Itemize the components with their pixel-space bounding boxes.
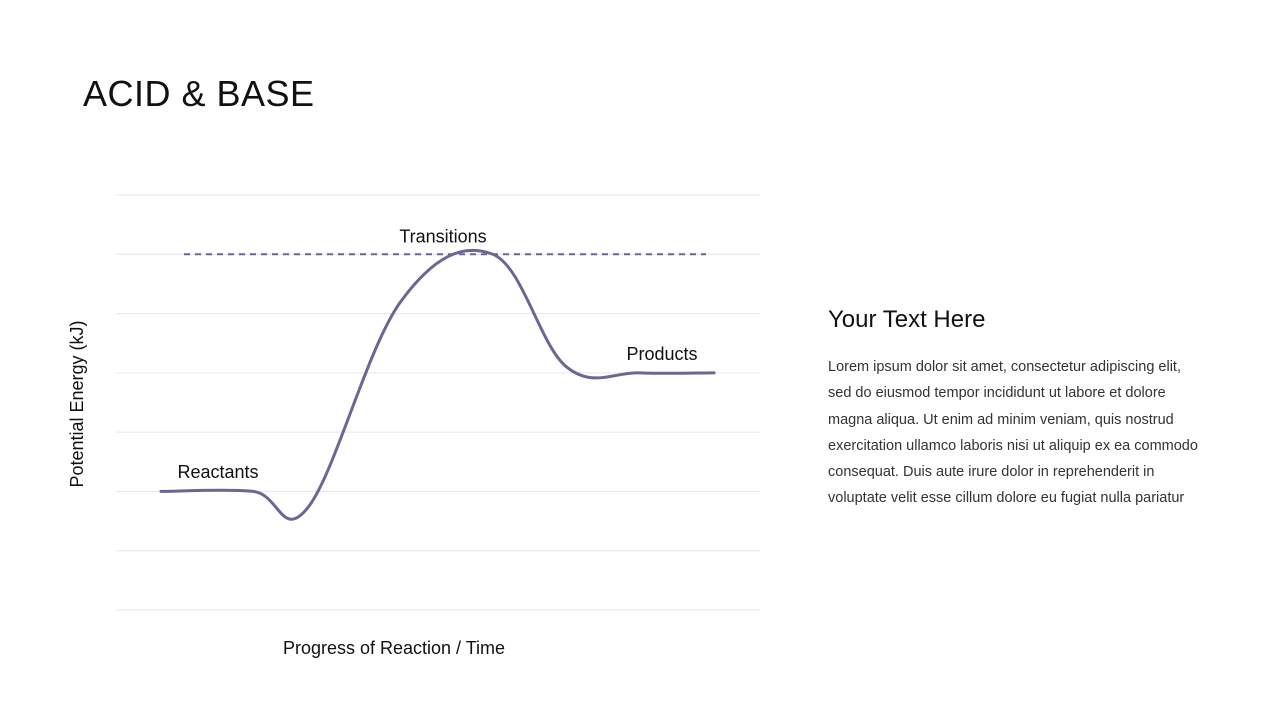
panel-body-text: Lorem ipsum dolor sit amet, consectetur …: [828, 359, 1198, 507]
text-panel: Your Text Here Lorem ipsum dolor sit ame…: [828, 304, 1200, 512]
energy-diagram: Transitions Products Reactants Progress …: [67, 194, 760, 658]
slide-title: ACID & BASE: [83, 73, 315, 114]
x-axis-label: Progress of Reaction / Time: [283, 638, 505, 658]
transition-label: Transitions: [399, 226, 486, 246]
products-label: Products: [626, 344, 697, 364]
gridlines: [116, 194, 760, 611]
reactants-label: Reactants: [177, 462, 258, 482]
y-axis-label: Potential Energy (kJ): [67, 320, 87, 487]
energy-curve: [159, 248, 716, 521]
panel-heading: Your Text Here: [828, 306, 986, 333]
energy-diagram-svg: Transitions Products Reactants Progress …: [67, 194, 760, 658]
